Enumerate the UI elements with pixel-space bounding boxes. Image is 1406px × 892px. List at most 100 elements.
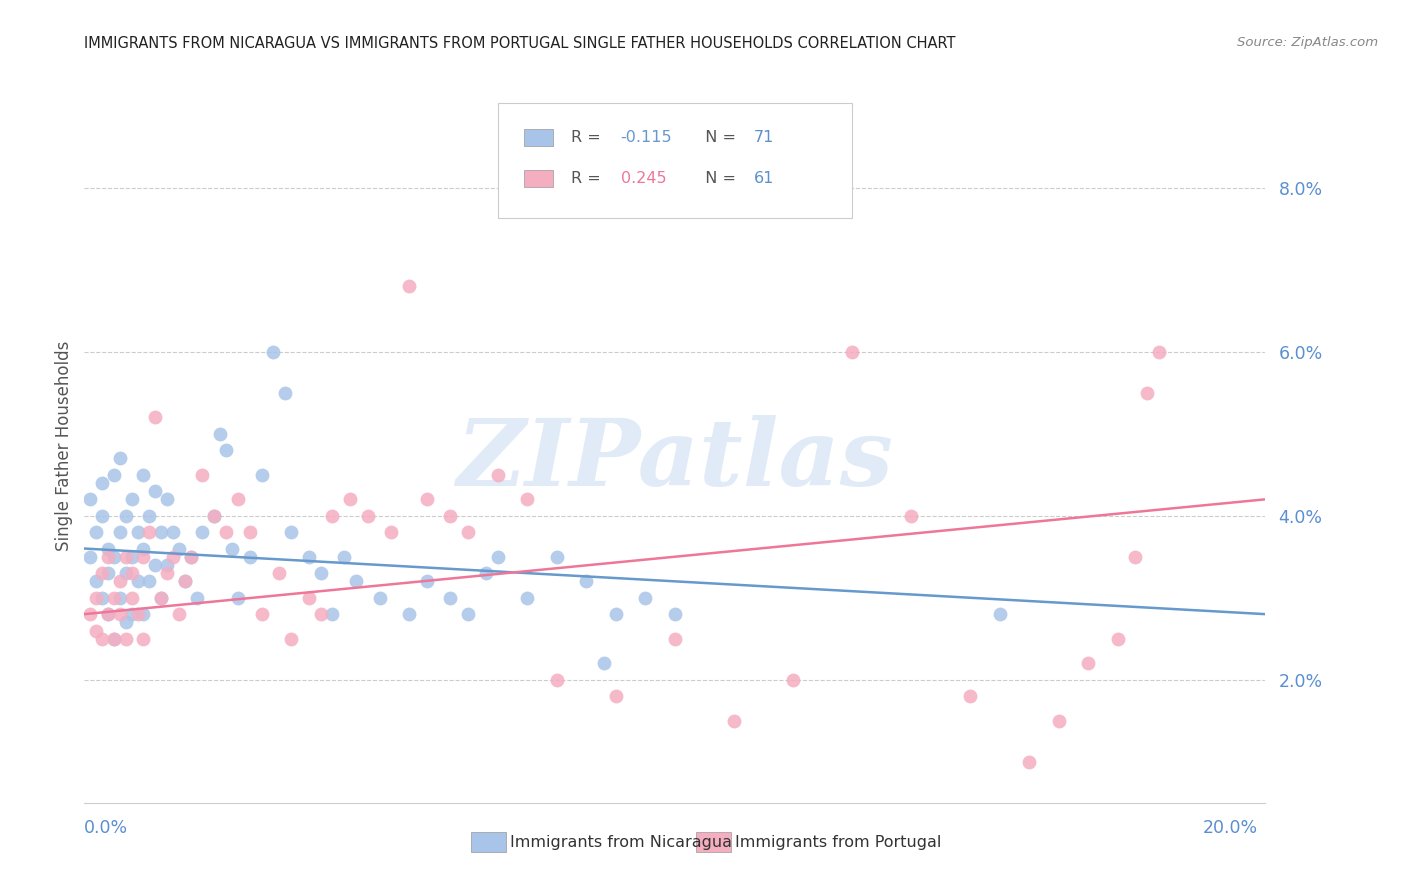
Point [132, 541, 155, 556]
Point [91, 508, 114, 523]
Point [309, 566, 332, 581]
Point [380, 525, 402, 540]
Point [150, 525, 173, 540]
Point [114, 566, 136, 581]
Point [108, 607, 131, 622]
Point [439, 508, 461, 523]
Point [84, 591, 107, 605]
Point [108, 525, 131, 540]
Point [97, 541, 120, 556]
Point [298, 549, 321, 564]
Point [97, 549, 120, 564]
Point [457, 525, 479, 540]
Point [143, 558, 166, 572]
Point [398, 607, 420, 622]
Point [1018, 755, 1040, 769]
Point [143, 484, 166, 499]
Point [1107, 632, 1129, 646]
Text: R =: R = [571, 171, 606, 186]
Text: Immigrants from Nicaragua: Immigrants from Nicaragua [510, 835, 733, 849]
Point [605, 689, 627, 703]
Point [593, 657, 616, 671]
Point [108, 574, 131, 589]
Point [132, 549, 155, 564]
Point [486, 549, 509, 564]
Point [121, 492, 143, 507]
Point [368, 591, 391, 605]
Text: -0.115: -0.115 [620, 130, 672, 145]
Text: R =: R = [571, 130, 606, 145]
Point [191, 525, 214, 540]
Point [309, 607, 332, 622]
Point [262, 344, 284, 359]
Point [167, 541, 190, 556]
Y-axis label: Single Father Households: Single Father Households [55, 341, 73, 551]
Text: Immigrants from Portugal: Immigrants from Portugal [735, 835, 942, 849]
Point [215, 443, 238, 458]
Point [634, 591, 657, 605]
Point [103, 632, 125, 646]
Point [321, 607, 343, 622]
Point [226, 591, 249, 605]
Point [239, 549, 262, 564]
Text: 61: 61 [754, 171, 775, 186]
Point [84, 624, 107, 638]
Point [138, 574, 160, 589]
FancyBboxPatch shape [523, 129, 553, 146]
Point [575, 574, 598, 589]
Point [97, 607, 120, 622]
Point [114, 508, 136, 523]
Text: N =: N = [695, 130, 741, 145]
Point [138, 508, 160, 523]
FancyBboxPatch shape [498, 103, 852, 218]
Point [79, 607, 101, 622]
Point [79, 549, 101, 564]
Point [138, 525, 160, 540]
Point [121, 566, 143, 581]
Point [398, 279, 420, 293]
Point [280, 632, 302, 646]
Point [132, 632, 155, 646]
Point [103, 549, 125, 564]
Point [1147, 344, 1170, 359]
Text: 71: 71 [754, 130, 775, 145]
Point [202, 508, 225, 523]
Point [127, 574, 149, 589]
Point [156, 566, 179, 581]
Point [475, 566, 498, 581]
Point [150, 591, 173, 605]
Text: ZIPatlas: ZIPatlas [457, 416, 893, 505]
Point [127, 607, 149, 622]
Point [180, 549, 202, 564]
Point [339, 492, 361, 507]
Point [250, 607, 273, 622]
Point [221, 541, 243, 556]
Point [114, 615, 136, 630]
Point [103, 632, 125, 646]
Point [97, 607, 120, 622]
Point [173, 574, 195, 589]
Point [959, 689, 981, 703]
Point [97, 566, 120, 581]
Point [150, 591, 173, 605]
Point [167, 607, 190, 622]
Point [516, 591, 538, 605]
Point [988, 607, 1011, 622]
Point [546, 549, 568, 564]
Point [173, 574, 195, 589]
Point [132, 607, 155, 622]
Text: N =: N = [695, 171, 741, 186]
Point [321, 508, 343, 523]
Point [226, 492, 249, 507]
Point [486, 467, 509, 482]
Point [132, 467, 155, 482]
Point [162, 525, 184, 540]
Point [180, 549, 202, 564]
Point [121, 549, 143, 564]
Point [127, 525, 149, 540]
Point [357, 508, 380, 523]
Point [239, 525, 262, 540]
Point [84, 574, 107, 589]
Point [344, 574, 367, 589]
Point [186, 591, 208, 605]
